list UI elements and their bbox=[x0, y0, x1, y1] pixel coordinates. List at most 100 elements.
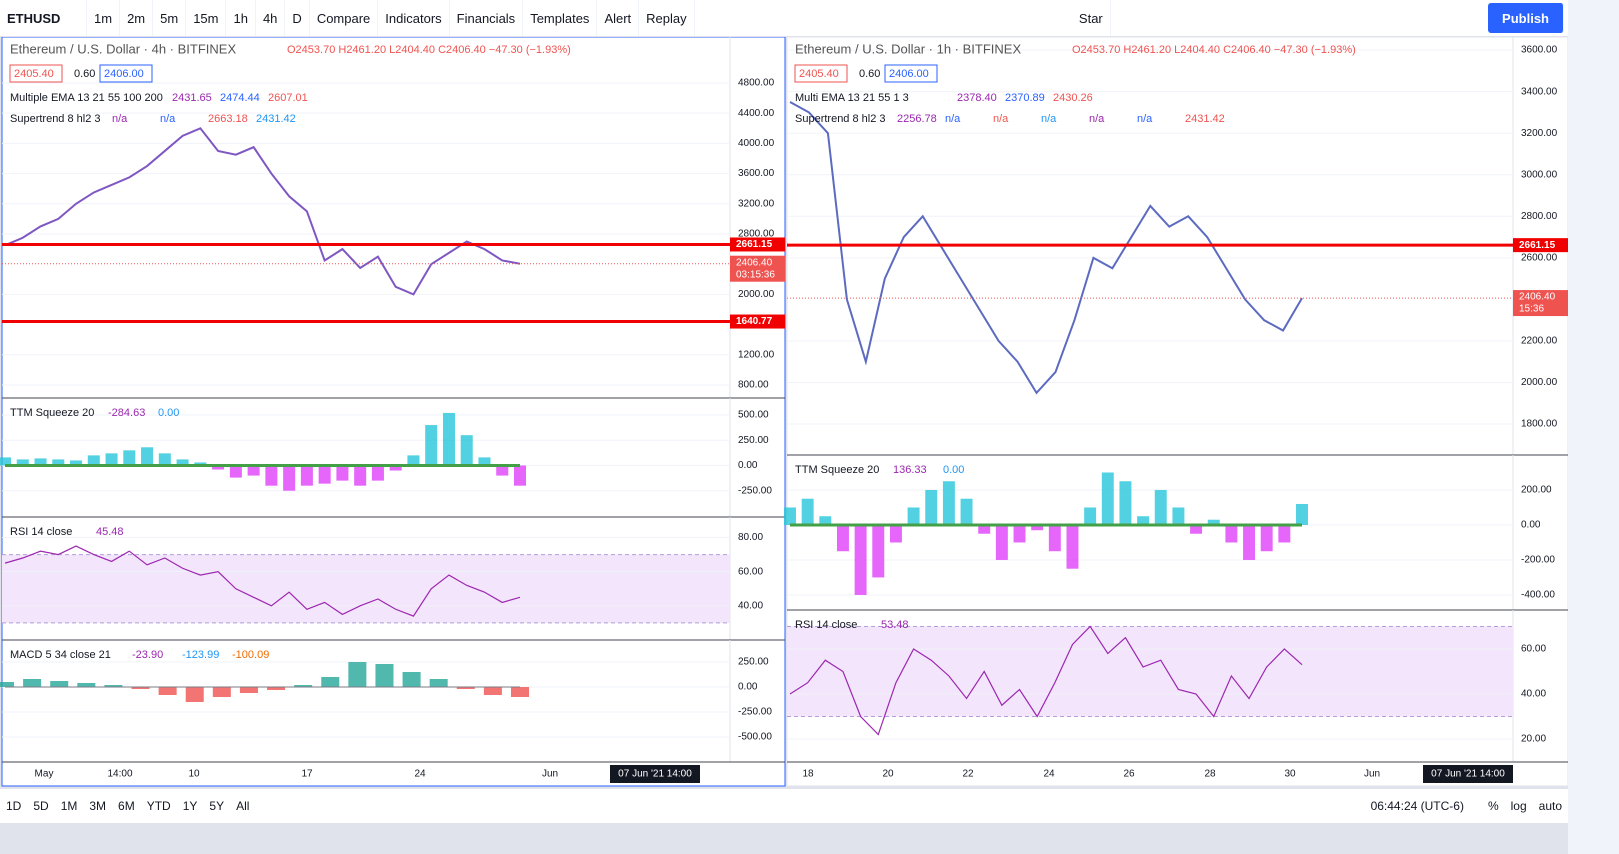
x-tick-label: 24 bbox=[1043, 769, 1055, 780]
publish-button[interactable]: Publish bbox=[1488, 3, 1564, 33]
scale-option[interactable]: % bbox=[1487, 799, 1499, 813]
scale-option[interactable]: auto bbox=[1538, 799, 1562, 813]
range-button[interactable]: YTD bbox=[146, 799, 171, 813]
y-tick-label: -250.00 bbox=[738, 485, 772, 496]
study-value: -284.63 bbox=[108, 407, 145, 419]
study-value: 0.00 bbox=[158, 407, 179, 419]
spread-price: 0.60 bbox=[859, 68, 880, 80]
histogram-bar bbox=[995, 524, 1008, 560]
range-button[interactable]: 1M bbox=[60, 799, 78, 813]
y-tick-label: 4800.00 bbox=[738, 78, 775, 89]
y-tick-label: 2600.00 bbox=[1521, 252, 1558, 263]
histogram-bar bbox=[158, 687, 177, 695]
toolbar-button[interactable]: Indicators bbox=[378, 0, 450, 36]
histogram-bar bbox=[1225, 524, 1238, 543]
histogram-bar bbox=[34, 458, 47, 466]
star-button[interactable]: Star bbox=[1072, 0, 1111, 36]
range-button[interactable]: 5Y bbox=[209, 799, 225, 813]
study-value: 136.33 bbox=[893, 464, 927, 476]
last-price-badge bbox=[730, 255, 785, 282]
range-button[interactable]: 5D bbox=[33, 799, 49, 813]
toolbar-button[interactable]: Templates bbox=[523, 0, 598, 36]
histogram-bar bbox=[784, 507, 796, 525]
chart-title: Ethereum / U.S. Dollar · 4h · BITFINEX bbox=[10, 41, 236, 56]
histogram-bar bbox=[1243, 524, 1256, 560]
y-tick-label: 4400.00 bbox=[738, 108, 775, 119]
histogram-bar bbox=[294, 685, 313, 687]
y-tick-label: -200.00 bbox=[1521, 555, 1555, 566]
study-name: TTM Squeeze 20 bbox=[10, 407, 94, 419]
scale-option[interactable]: log bbox=[1510, 799, 1527, 813]
last-price-label: 2406.40 bbox=[736, 257, 773, 268]
toolbar-button[interactable]: Compare bbox=[310, 0, 379, 36]
study-value: 2256.78 bbox=[897, 113, 937, 125]
y-tick-label: 3400.00 bbox=[1521, 86, 1558, 97]
histogram-bar bbox=[212, 465, 225, 470]
histogram-bar bbox=[1137, 516, 1150, 525]
histogram-bar bbox=[229, 465, 242, 478]
symbol[interactable]: ETHUSD bbox=[0, 0, 87, 36]
x-tick-label: 20 bbox=[882, 769, 894, 780]
y-tick-label: 40.00 bbox=[1521, 689, 1546, 700]
study-value: -123.99 bbox=[182, 649, 219, 661]
level-badge bbox=[730, 237, 785, 252]
toolbar-button[interactable]: Replay bbox=[639, 0, 695, 36]
interval[interactable]: D bbox=[285, 0, 310, 36]
interval[interactable]: 4h bbox=[256, 0, 286, 36]
y-tick-label: 20.00 bbox=[1521, 734, 1546, 745]
histogram-bar bbox=[425, 425, 438, 466]
interval[interactable]: 1h bbox=[226, 0, 256, 36]
y-tick-label: 1200.00 bbox=[738, 349, 775, 360]
range-button[interactable]: 3M bbox=[89, 799, 107, 813]
histogram-bar bbox=[348, 662, 367, 687]
histogram-bar bbox=[1031, 524, 1044, 531]
ask-price: 2406.00 bbox=[104, 68, 144, 80]
interval[interactable]: 1m bbox=[87, 0, 121, 36]
study-value: n/a bbox=[1041, 113, 1057, 125]
y-tick-label: 80.00 bbox=[738, 532, 763, 543]
histogram-bar bbox=[854, 524, 867, 595]
histogram-bar bbox=[513, 465, 527, 486]
histogram-bar bbox=[456, 687, 475, 689]
histogram-bar bbox=[389, 465, 402, 471]
price-line bbox=[789, 101, 1303, 395]
interval[interactable]: 5m bbox=[153, 0, 187, 36]
cursor-time: 07 Jun '21 14:00 bbox=[618, 769, 692, 780]
range-button[interactable]: 1D bbox=[6, 799, 22, 813]
study-value: 2431.42 bbox=[1185, 113, 1225, 125]
quote-box bbox=[794, 64, 848, 83]
histogram-bar bbox=[300, 465, 313, 486]
range-button[interactable]: All bbox=[236, 799, 250, 813]
price-line bbox=[4, 545, 521, 617]
study-value: -100.09 bbox=[232, 649, 269, 661]
study-name: RSI 14 close bbox=[795, 619, 857, 631]
histogram-bar bbox=[185, 687, 204, 702]
y-tick-label: 4000.00 bbox=[738, 138, 775, 149]
range-button[interactable]: 6M bbox=[118, 799, 135, 813]
histogram-bar bbox=[483, 687, 502, 695]
toolbar-button[interactable]: Financials bbox=[450, 0, 524, 36]
histogram-bar bbox=[50, 681, 69, 687]
histogram-bar bbox=[265, 465, 278, 486]
top-toolbar: ETHUSD 1m 2m 5m 15m 1h 4h D Compare Indicators Fin… bbox=[0, 0, 1568, 37]
histogram-bar bbox=[267, 687, 286, 690]
toolbar-button[interactable]: Alert bbox=[597, 0, 640, 36]
study-value: 2431.42 bbox=[256, 113, 296, 125]
histogram-bar bbox=[0, 682, 15, 687]
interval[interactable]: 15m bbox=[186, 0, 227, 36]
histogram-bar bbox=[1260, 524, 1273, 552]
histogram-bar bbox=[283, 465, 296, 491]
range-button[interactable]: 1Y bbox=[182, 799, 198, 813]
x-tick-label: 30 bbox=[1284, 769, 1296, 780]
histogram-bar bbox=[1013, 524, 1026, 543]
histogram-bar bbox=[836, 524, 849, 552]
y-tick-label: 2200.00 bbox=[1521, 336, 1558, 347]
countdown: 15:36 bbox=[1519, 304, 1544, 315]
y-tick-label: 200.00 bbox=[1521, 485, 1552, 496]
histogram-bar bbox=[70, 460, 83, 466]
histogram-bar bbox=[104, 685, 123, 687]
y-tick-label: -500.00 bbox=[738, 732, 772, 743]
histogram-bar bbox=[158, 453, 171, 466]
interval[interactable]: 2m bbox=[120, 0, 154, 36]
